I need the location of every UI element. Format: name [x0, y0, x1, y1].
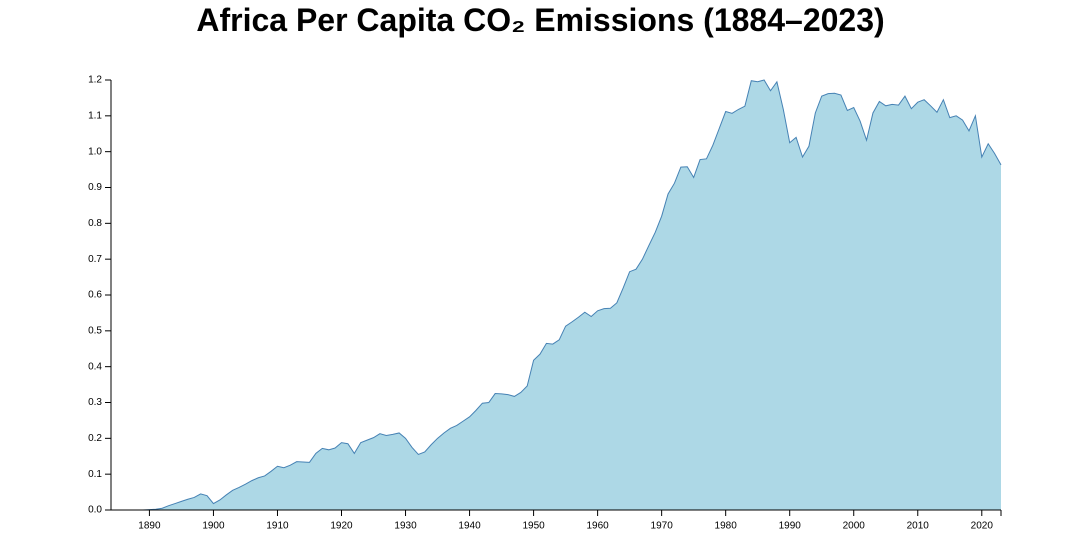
y-tick-label: 1.1 [88, 110, 102, 121]
x-tick-label: 2000 [843, 521, 866, 532]
x-tick-label: 1960 [586, 521, 609, 532]
x-tick-label: 1940 [458, 521, 481, 532]
chart-title: Africa Per Capita CO₂ Emissions (1884–20… [196, 2, 885, 38]
series-line [111, 79, 1002, 511]
y-tick-label: 1.0 [88, 146, 102, 157]
x-tick-label: 2010 [907, 521, 930, 532]
x-tick-label: 1930 [394, 521, 417, 532]
y-tick-label: 0.0 [88, 505, 102, 516]
x-tick-label: 1900 [202, 521, 225, 532]
series-area [111, 80, 1001, 510]
y-axis-ticks: 0.0 0.1 0.2 0.3 0.4 0.5 0.6 0.7 0.8 0.9 1.0 1.1 1.2 [88, 75, 111, 516]
x-tick-label: 1920 [330, 521, 353, 532]
y-tick-label: 0.8 [88, 218, 102, 229]
y-tick-label: 0.3 [88, 397, 102, 408]
x-tick-label: 1890 [138, 521, 161, 532]
x-tick-label: 1910 [266, 521, 289, 532]
y-tick-label: 0.1 [88, 469, 102, 480]
x-tick-label: 1970 [651, 521, 674, 532]
x-tick-label: 2020 [971, 521, 994, 532]
y-tick-label: 0.6 [88, 290, 102, 301]
y-tick-label: 1.2 [88, 75, 102, 86]
y-tick-label: 0.4 [88, 361, 102, 372]
x-tick-label: 1980 [715, 521, 738, 532]
x-tick-label: 1990 [779, 521, 802, 532]
x-axis-ticks: 1890 1900 1910 1920 1930 1940 1950 1960 1970 1980… [138, 510, 1002, 532]
y-tick-label: 0.2 [88, 433, 102, 444]
y-tick-label: 0.9 [88, 182, 102, 193]
x-tick-label: 1950 [522, 521, 545, 532]
y-tick-label: 0.7 [88, 254, 102, 265]
y-tick-label: 0.5 [88, 325, 102, 336]
